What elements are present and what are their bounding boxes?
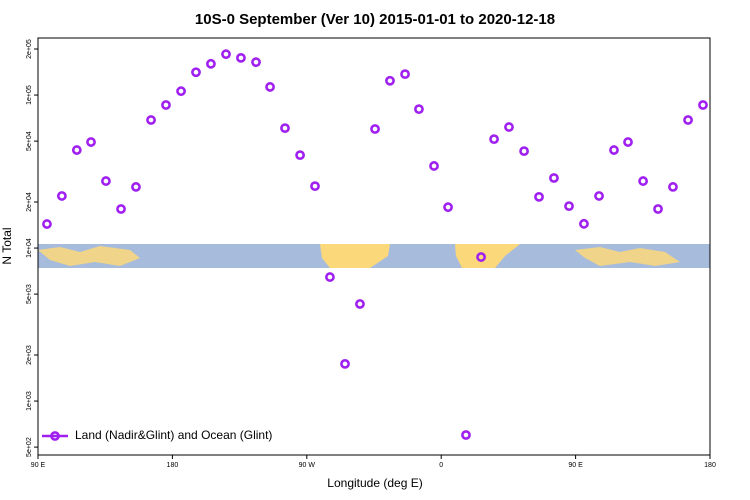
data-point xyxy=(549,173,559,183)
data-point xyxy=(161,100,171,110)
data-point xyxy=(489,134,499,145)
y-tick-label: 2e+03 xyxy=(26,345,33,365)
data-point xyxy=(71,145,82,155)
data-point xyxy=(698,100,708,110)
data-point xyxy=(221,49,231,60)
legend-marker xyxy=(50,431,60,441)
data-point xyxy=(653,204,663,214)
data-point xyxy=(668,182,678,192)
y-tick-label: 5e+02 xyxy=(26,437,33,457)
data-point xyxy=(42,219,52,229)
data-point xyxy=(251,57,261,68)
data-point xyxy=(86,137,96,147)
y-tick-label: 5e+03 xyxy=(26,284,33,304)
x-axis-label: Longitude (deg E) xyxy=(327,476,422,490)
data-point xyxy=(101,176,111,186)
data-point xyxy=(443,202,453,213)
data-point xyxy=(265,82,275,92)
x-tick-label: 90 E xyxy=(568,462,583,469)
data-point xyxy=(310,181,320,192)
data-point xyxy=(56,191,67,201)
data-point xyxy=(638,176,648,186)
legend-label: Land (Nadir&Glint) and Ocean (Glint) xyxy=(75,428,272,442)
data-point xyxy=(400,69,410,80)
data-point xyxy=(519,146,529,157)
data-point xyxy=(116,204,126,214)
data-point xyxy=(340,358,350,369)
data-point xyxy=(461,430,471,440)
data-point xyxy=(476,252,486,262)
data-point xyxy=(355,299,365,309)
y-tick-label: 1e+03 xyxy=(26,391,33,411)
x-tick-label: 90 W xyxy=(299,462,316,469)
x-tick-label: 90 E xyxy=(31,462,46,469)
y-tick-label: 2e+05 xyxy=(26,39,33,59)
data-point xyxy=(504,122,514,132)
y-tick-label: 1e+05 xyxy=(26,85,33,105)
x-tick-label: 180 xyxy=(167,462,179,469)
data-point xyxy=(623,137,633,147)
x-tick-label: 180 xyxy=(704,462,716,469)
y-axis-label: N Total xyxy=(0,227,14,264)
data-point xyxy=(429,161,439,171)
y-tick-label: 2e+04 xyxy=(26,192,33,212)
data-point xyxy=(564,201,574,212)
data-point xyxy=(206,58,216,69)
x-tick-label: 0 xyxy=(439,462,443,469)
data-point xyxy=(176,86,186,97)
data-point xyxy=(280,123,290,134)
data-point xyxy=(579,218,589,229)
map-strip xyxy=(38,244,710,268)
chart-title: 10S-0 September (Ver 10) 2015-01-01 to 2… xyxy=(195,11,555,28)
y-tick-label: 1e+04 xyxy=(26,238,33,258)
data-point xyxy=(131,182,141,192)
data-point xyxy=(609,145,619,155)
data-point xyxy=(146,115,156,125)
data-point xyxy=(414,104,424,115)
data-point xyxy=(325,272,335,282)
data-point xyxy=(683,115,693,125)
data-point xyxy=(236,52,246,63)
data-point xyxy=(295,150,305,161)
plot-frame xyxy=(37,37,711,456)
data-point xyxy=(385,75,395,86)
y-tick-label: 5e+04 xyxy=(26,131,33,151)
data-point xyxy=(370,124,380,134)
data-point xyxy=(594,191,604,201)
data-point xyxy=(534,191,544,202)
data-point xyxy=(191,67,201,78)
